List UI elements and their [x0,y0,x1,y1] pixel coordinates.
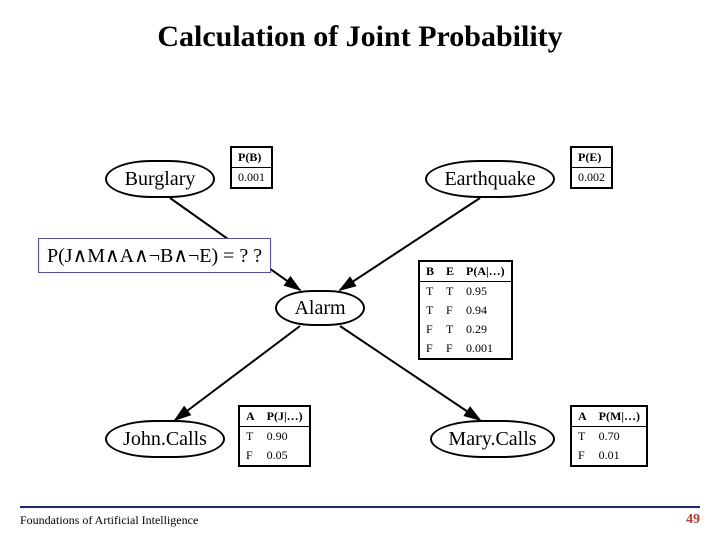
cell: F [440,339,460,359]
table-pe: P(E)0.002 [570,146,613,189]
node-alarm-label: Alarm [294,297,345,320]
node-alarm: Alarm [275,290,365,326]
cell: F [419,339,440,359]
cell: T [419,301,440,320]
cell: 0.05 [261,446,310,466]
node-burglary: Burglary [105,160,215,198]
cell: 0.002 [571,168,612,189]
cell: F [571,446,593,466]
cell: 0.90 [261,427,310,447]
col-header: P(J|…) [261,406,310,427]
cell: T [440,282,460,302]
footer-rule [20,506,700,508]
node-marycalls: Mary.Calls [430,420,555,458]
cell: 0.29 [460,320,512,339]
cell: T [440,320,460,339]
footer: Foundations of Artificial Intelligence 4… [20,506,700,528]
col-header: P(B) [231,147,272,168]
cell: F [440,301,460,320]
cell: T [239,427,261,447]
col-header: E [440,261,460,282]
col-header: B [419,261,440,282]
cell: 0.01 [593,446,647,466]
cell: T [419,282,440,302]
col-header: A [239,406,261,427]
node-burglary-label: Burglary [125,168,196,191]
cell: F [239,446,261,466]
node-earthquake: Earthquake [425,160,555,198]
node-earthquake-label: Earthquake [444,168,535,191]
query-box: P(J∧M∧A∧¬B∧¬E) = ? ? [38,238,271,273]
slide-title: Calculation of Joint Probability [0,20,720,54]
table-pb: P(B)0.001 [230,146,273,189]
cell: 0.001 [460,339,512,359]
cell: 0.001 [231,168,272,189]
node-johncalls: John.Calls [105,420,225,458]
col-header: P(A|…) [460,261,512,282]
cell: 0.95 [460,282,512,302]
node-johncalls-label: John.Calls [123,428,207,451]
col-header: P(M|…) [593,406,647,427]
table-pa: BEP(A|…)TT0.95TF0.94FT0.29FF0.001 [418,260,513,360]
footer-text: Foundations of Artificial Intelligence [20,513,198,528]
page-number: 49 [686,512,700,528]
cell: F [419,320,440,339]
node-marycalls-label: Mary.Calls [448,428,536,451]
cell: T [571,427,593,447]
col-header: A [571,406,593,427]
table-pm: AP(M|…)T0.70F0.01 [570,405,648,467]
table-pj: AP(J|…)T0.90F0.05 [238,405,311,467]
cell: 0.70 [593,427,647,447]
cell: 0.94 [460,301,512,320]
col-header: P(E) [571,147,612,168]
